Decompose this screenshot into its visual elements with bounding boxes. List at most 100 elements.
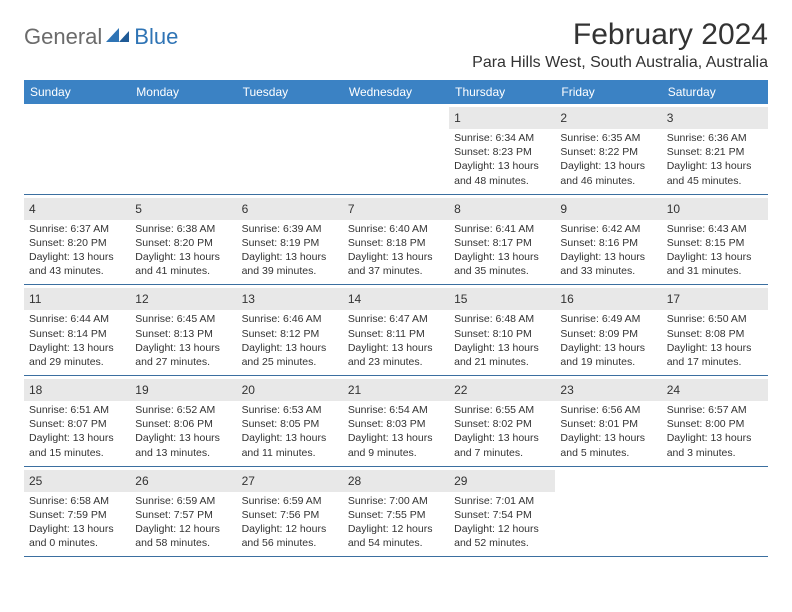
day-cell-empty <box>237 104 343 194</box>
sunset-text: Sunset: 8:07 PM <box>29 417 125 431</box>
day-cell: 22Sunrise: 6:55 AMSunset: 8:02 PMDayligh… <box>449 376 555 466</box>
daylight-text-2: and 9 minutes. <box>348 446 444 460</box>
day-number-row: 1 <box>449 107 555 129</box>
sunset-text: Sunset: 8:18 PM <box>348 236 444 250</box>
sunrise-text: Sunrise: 6:34 AM <box>454 131 550 145</box>
day-number-row: 15 <box>449 288 555 310</box>
day-cell: 20Sunrise: 6:53 AMSunset: 8:05 PMDayligh… <box>237 376 343 466</box>
title-block: February 2024 Para Hills West, South Aus… <box>472 18 768 72</box>
daylight-text-2: and 23 minutes. <box>348 355 444 369</box>
day-number: 17 <box>667 292 680 306</box>
day-number: 15 <box>454 292 467 306</box>
daylight-text-2: and 13 minutes. <box>135 446 231 460</box>
day-cell: 19Sunrise: 6:52 AMSunset: 8:06 PMDayligh… <box>130 376 236 466</box>
day-number: 22 <box>454 383 467 397</box>
day-number-row: 8 <box>449 198 555 220</box>
sunset-text: Sunset: 8:13 PM <box>135 327 231 341</box>
sunrise-text: Sunrise: 6:44 AM <box>29 312 125 326</box>
daylight-text-2: and 35 minutes. <box>454 264 550 278</box>
daylight-text-2: and 27 minutes. <box>135 355 231 369</box>
sunrise-text: Sunrise: 6:54 AM <box>348 403 444 417</box>
day-header-monday: Monday <box>130 80 236 104</box>
sunrise-text: Sunrise: 6:40 AM <box>348 222 444 236</box>
sunset-text: Sunset: 8:15 PM <box>667 236 763 250</box>
day-number: 29 <box>454 474 467 488</box>
day-cell: 6Sunrise: 6:39 AMSunset: 8:19 PMDaylight… <box>237 195 343 285</box>
day-number-row: 6 <box>237 198 343 220</box>
day-cell: 16Sunrise: 6:49 AMSunset: 8:09 PMDayligh… <box>555 285 661 375</box>
day-number-row: 16 <box>555 288 661 310</box>
sunrise-text: Sunrise: 6:49 AM <box>560 312 656 326</box>
daylight-text-1: Daylight: 13 hours <box>242 431 338 445</box>
sunrise-text: Sunrise: 6:39 AM <box>242 222 338 236</box>
day-number: 27 <box>242 474 255 488</box>
daylight-text-1: Daylight: 13 hours <box>667 159 763 173</box>
day-cell: 7Sunrise: 6:40 AMSunset: 8:18 PMDaylight… <box>343 195 449 285</box>
day-number: 7 <box>348 202 355 216</box>
sunrise-text: Sunrise: 6:36 AM <box>667 131 763 145</box>
daylight-text-1: Daylight: 13 hours <box>667 341 763 355</box>
day-number: 18 <box>29 383 42 397</box>
day-cell: 27Sunrise: 6:59 AMSunset: 7:56 PMDayligh… <box>237 467 343 557</box>
day-cell: 11Sunrise: 6:44 AMSunset: 8:14 PMDayligh… <box>24 285 130 375</box>
sunrise-text: Sunrise: 6:56 AM <box>560 403 656 417</box>
logo: General Blue <box>24 24 178 50</box>
daylight-text-1: Daylight: 13 hours <box>667 250 763 264</box>
day-cell: 23Sunrise: 6:56 AMSunset: 8:01 PMDayligh… <box>555 376 661 466</box>
day-number-row: 29 <box>449 470 555 492</box>
daylight-text-1: Daylight: 13 hours <box>135 250 231 264</box>
day-cell-empty <box>555 467 661 557</box>
sunrise-text: Sunrise: 6:50 AM <box>667 312 763 326</box>
day-cell: 18Sunrise: 6:51 AMSunset: 8:07 PMDayligh… <box>24 376 130 466</box>
logo-text-blue: Blue <box>134 24 178 50</box>
sunset-text: Sunset: 8:23 PM <box>454 145 550 159</box>
sunrise-text: Sunrise: 6:46 AM <box>242 312 338 326</box>
day-cell: 21Sunrise: 6:54 AMSunset: 8:03 PMDayligh… <box>343 376 449 466</box>
daylight-text-2: and 17 minutes. <box>667 355 763 369</box>
day-number-row: 3 <box>662 107 768 129</box>
daylight-text-2: and 48 minutes. <box>454 174 550 188</box>
day-cell: 8Sunrise: 6:41 AMSunset: 8:17 PMDaylight… <box>449 195 555 285</box>
day-number: 23 <box>560 383 573 397</box>
sunrise-text: Sunrise: 6:45 AM <box>135 312 231 326</box>
day-number-row: 9 <box>555 198 661 220</box>
daylight-text-1: Daylight: 13 hours <box>29 250 125 264</box>
sunrise-text: Sunrise: 7:01 AM <box>454 494 550 508</box>
day-number-row: 18 <box>24 379 130 401</box>
calendar-header-row: SundayMondayTuesdayWednesdayThursdayFrid… <box>24 80 768 104</box>
day-number: 24 <box>667 383 680 397</box>
day-number: 6 <box>242 202 249 216</box>
daylight-text-1: Daylight: 13 hours <box>242 341 338 355</box>
daylight-text-1: Daylight: 13 hours <box>454 159 550 173</box>
sunset-text: Sunset: 8:12 PM <box>242 327 338 341</box>
daylight-text-1: Daylight: 13 hours <box>667 431 763 445</box>
daylight-text-1: Daylight: 13 hours <box>242 250 338 264</box>
daylight-text-2: and 52 minutes. <box>454 536 550 550</box>
sunset-text: Sunset: 8:10 PM <box>454 327 550 341</box>
day-cell: 15Sunrise: 6:48 AMSunset: 8:10 PMDayligh… <box>449 285 555 375</box>
calendar: SundayMondayTuesdayWednesdayThursdayFrid… <box>24 80 768 557</box>
day-cell: 13Sunrise: 6:46 AMSunset: 8:12 PMDayligh… <box>237 285 343 375</box>
day-number-row: 28 <box>343 470 449 492</box>
sunrise-text: Sunrise: 6:52 AM <box>135 403 231 417</box>
sunset-text: Sunset: 8:11 PM <box>348 327 444 341</box>
day-header-wednesday: Wednesday <box>343 80 449 104</box>
daylight-text-2: and 15 minutes. <box>29 446 125 460</box>
daylight-text-2: and 29 minutes. <box>29 355 125 369</box>
sunset-text: Sunset: 8:20 PM <box>135 236 231 250</box>
day-cell: 3 Sunrise: 6:36 AMSunset: 8:21 PMDaylight… <box>662 104 768 194</box>
daylight-text-2: and 31 minutes. <box>667 264 763 278</box>
daylight-text-1: Daylight: 13 hours <box>29 522 125 536</box>
day-number: 20 <box>242 383 255 397</box>
sunset-text: Sunset: 8:21 PM <box>667 145 763 159</box>
day-cell: 5Sunrise: 6:38 AMSunset: 8:20 PMDaylight… <box>130 195 236 285</box>
day-number: 8 <box>454 202 461 216</box>
day-number-row: 17 <box>662 288 768 310</box>
day-cell-empty <box>130 104 236 194</box>
daylight-text-1: Daylight: 13 hours <box>560 341 656 355</box>
day-number-row: 4 <box>24 198 130 220</box>
day-number: 21 <box>348 383 361 397</box>
daylight-text-2: and 54 minutes. <box>348 536 444 550</box>
daylight-text-2: and 21 minutes. <box>454 355 550 369</box>
daylight-text-1: Daylight: 13 hours <box>560 159 656 173</box>
